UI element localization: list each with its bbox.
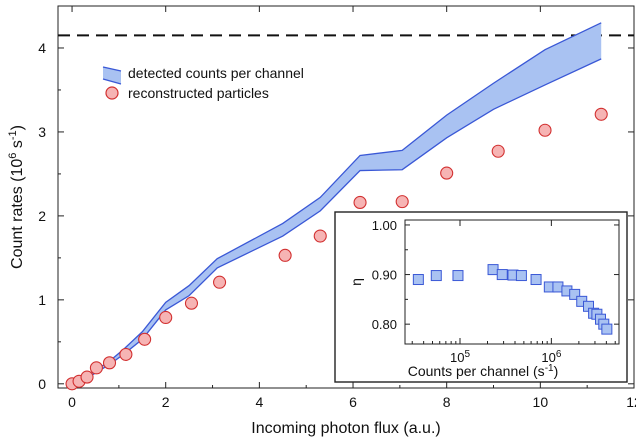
legend-swatch-upper — [102, 66, 122, 72]
inset-point — [430, 270, 442, 282]
reconstructed-point — [278, 248, 292, 262]
y-tick-label: 2 — [38, 208, 46, 224]
legend-label-reconstructed: reconstructed particles — [128, 85, 269, 101]
inset-point — [515, 270, 527, 282]
reconstructed-point — [89, 361, 103, 375]
reconstructed-point — [213, 275, 227, 289]
inset-y-tick-label: 0.90 — [372, 268, 397, 283]
inset-axis-ticks — [405, 220, 619, 344]
reconstructed-point — [395, 195, 409, 209]
x-tick-label: 0 — [68, 394, 76, 410]
inset-point — [530, 274, 542, 286]
x-tick-label: 2 — [162, 394, 170, 410]
inset-point — [487, 264, 499, 276]
inset-y-tick-label: 1.00 — [372, 218, 397, 233]
legend-swatch-lower — [102, 78, 122, 85]
x-tick-label: 4 — [255, 394, 263, 410]
inset-point — [452, 270, 464, 282]
inset-x-tick-label: 106 — [541, 349, 561, 365]
inset-tick-labels: 105 106 0.80 0.90 1.00 — [372, 218, 562, 365]
legend-band-swatch — [102, 66, 122, 85]
inset-point — [601, 323, 613, 335]
inset-y-tick-label: 0.80 — [372, 317, 397, 332]
y-tick-label: 4 — [38, 40, 46, 56]
inset-point — [412, 274, 424, 286]
reconstructed-point — [491, 144, 505, 158]
legend: detected counts per channel reconstructe… — [102, 65, 304, 101]
inset-point — [569, 288, 581, 300]
reconstructed-point — [80, 370, 94, 384]
legend-label-detected: detected counts per channel — [128, 65, 304, 81]
inset-plot-frame — [404, 219, 620, 345]
main-axis-ticks — [58, 6, 635, 388]
x-tick-label: 8 — [443, 394, 451, 410]
inset-efficiency-points — [412, 264, 613, 335]
inset-y-axis-title: η — [348, 278, 364, 286]
reconstructed-point — [313, 229, 327, 243]
x-axis-title: Incoming photon flux (a.u.) — [251, 420, 440, 437]
band-fill — [72, 22, 602, 384]
reconstructed-particles-points — [65, 107, 608, 391]
legend-marker-reconstructed — [105, 86, 119, 100]
reconstructed-point — [538, 123, 552, 137]
reconstructed-point — [159, 310, 173, 325]
inset-x-axis-title: Counts per channel (s-1) — [408, 363, 559, 379]
inset-x-tick-label: 105 — [450, 349, 470, 365]
y-axis-title: Count rates (106 s-1) — [7, 125, 26, 269]
reconstructed-point — [119, 347, 133, 361]
x-tick-label: 12 — [626, 394, 636, 410]
reconstructed-point — [184, 296, 199, 310]
inset-chart: 105 106 0.80 0.90 1.00 Counts per channel (s… — [334, 211, 628, 383]
y-tick-label: 3 — [38, 124, 46, 140]
reconstructed-point — [353, 195, 367, 210]
inset-point — [496, 269, 508, 281]
x-tick-label: 6 — [349, 394, 357, 410]
reconstructed-point — [440, 166, 454, 180]
main-tick-labels: 02468101201234 — [38, 40, 636, 410]
x-tick-label: 10 — [533, 394, 549, 410]
y-tick-label: 1 — [38, 292, 46, 308]
y-tick-label: 0 — [38, 376, 46, 392]
reconstructed-point — [594, 107, 608, 121]
main-plot-frame — [57, 5, 635, 389]
reconstructed-point — [138, 332, 152, 346]
reconstructed-point — [102, 356, 117, 370]
